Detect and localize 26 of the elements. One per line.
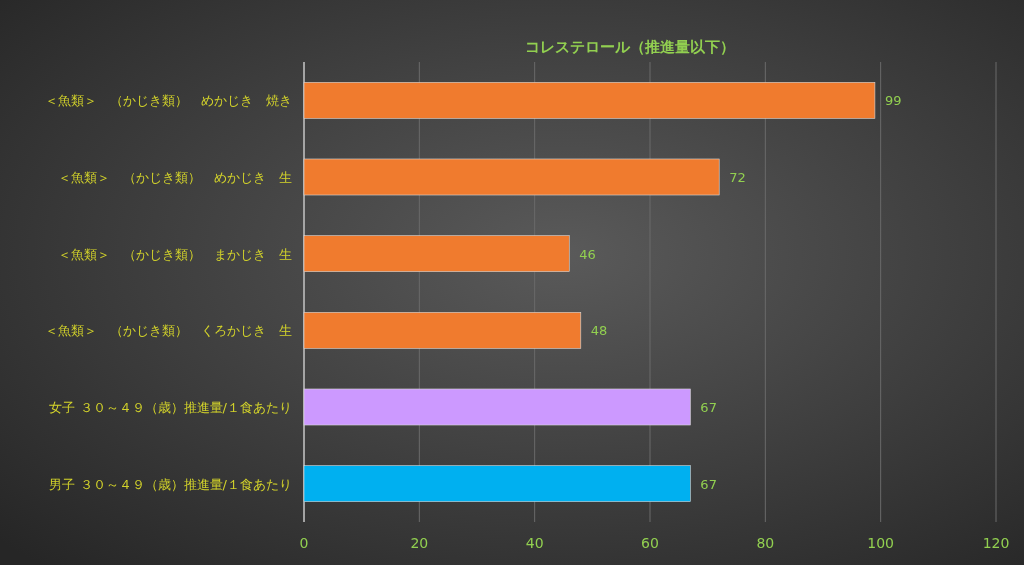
- data-label: 48: [590, 323, 608, 339]
- x-tick-label: 0: [299, 535, 309, 551]
- y-tick-label: 男子 ３０～４９（歳）推進量/１食あたり: [49, 476, 292, 492]
- y-tick-label: ＜魚類＞ （かじき類） めかじき 焼き: [45, 93, 292, 109]
- bar: [303, 465, 691, 502]
- x-tick-label: 20: [410, 535, 429, 551]
- data-label: 72: [729, 170, 746, 185]
- data-label: 67: [700, 476, 717, 492]
- y-tick-label: ＜魚類＞ （かじき類） まかじき 生: [58, 246, 292, 262]
- bar: [303, 312, 582, 349]
- bar: [303, 235, 570, 272]
- x-tick-label: 80: [756, 535, 775, 551]
- bar: [303, 158, 720, 196]
- y-tick-label: ＜魚類＞ （かじき類） めかじき 生: [58, 170, 292, 185]
- data-label: 46: [579, 246, 596, 262]
- y-tick-label: ＜魚類＞ （かじき類） くろかじき 生: [45, 323, 292, 339]
- x-tick-label: 60: [641, 535, 659, 551]
- chart-title: コレステロール（推進量以下）: [525, 38, 735, 56]
- y-tick-label: 女子 ３０～４９（歳）推進量/１食あたり: [49, 400, 292, 415]
- x-tick-label: 100: [867, 535, 895, 551]
- x-tick-label: 120: [982, 535, 1010, 551]
- bar: [303, 388, 691, 426]
- bar: [303, 82, 876, 119]
- x-tick-label: 40: [525, 535, 544, 551]
- data-label: 67: [700, 400, 717, 415]
- data-label: 99: [884, 93, 902, 109]
